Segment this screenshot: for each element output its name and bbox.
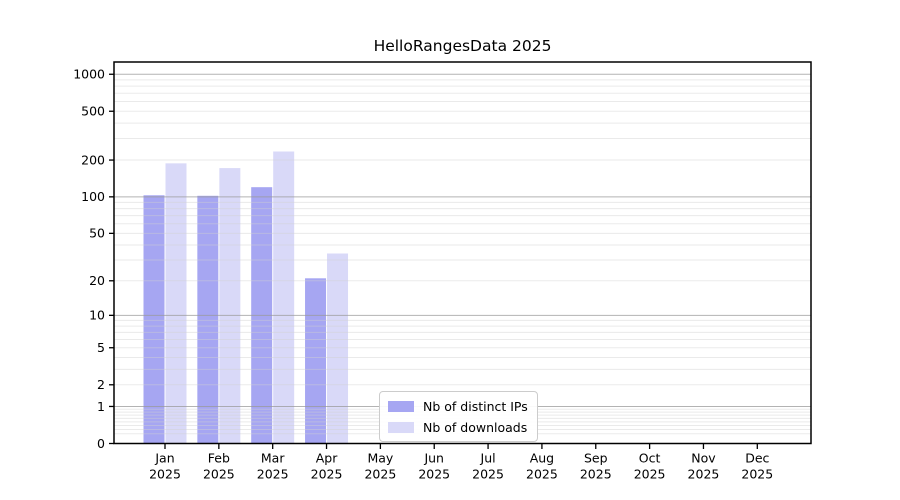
bar-downloads-feb (219, 168, 241, 444)
x-tick-label-year: 2025 (418, 467, 450, 482)
y-tick-label: 2 (97, 377, 105, 392)
x-tick-label-year: 2025 (149, 467, 181, 482)
bar-downloads-apr (327, 253, 349, 444)
x-tick-label-month: Mar (261, 451, 285, 466)
legend-label-distinct-ips: Nb of distinct IPs (423, 398, 528, 414)
y-tick-label: 1000 (73, 67, 105, 82)
legend-swatch-distinct-ips (388, 400, 414, 412)
x-tick-label-year: 2025 (472, 467, 504, 482)
y-tick-label: 50 (89, 226, 105, 241)
x-tick-label-month: Apr (316, 451, 338, 466)
x-tick-label-month: Aug (530, 451, 554, 466)
y-tick-label: 500 (81, 104, 105, 119)
y-tick-label: 10 (89, 308, 105, 323)
chart-title: HelloRangesData 2025 (373, 37, 552, 55)
x-tick-label-year: 2025 (688, 467, 720, 482)
x-tick-label-year: 2025 (634, 467, 666, 482)
x-tick-label-month: Dec (745, 451, 769, 466)
y-tick-label: 5 (97, 340, 105, 355)
bar-distinct-ips-jan (143, 195, 165, 444)
x-tick-label-year: 2025 (741, 467, 773, 482)
x-tick-label-month: Jan (154, 451, 174, 466)
legend-swatch-downloads (388, 421, 414, 433)
legend-item-downloads: Nb of downloads (388, 419, 528, 435)
y-tick-label: 1 (97, 399, 105, 414)
x-tick-label-year: 2025 (364, 467, 396, 482)
x-tick-label-month: Feb (208, 451, 230, 466)
legend-item-distinct-ips: Nb of distinct IPs (388, 398, 528, 414)
bar-distinct-ips-apr (305, 278, 327, 444)
bar-distinct-ips-feb (197, 195, 219, 444)
x-tick-label-month: Sep (584, 451, 608, 466)
x-tick-label-year: 2025 (203, 467, 235, 482)
legend: Nb of distinct IPs Nb of downloads (379, 391, 538, 442)
axes-frame (113, 61, 812, 445)
y-tick-label: 20 (89, 273, 105, 288)
y-tick-label: 100 (81, 189, 105, 204)
x-tick-label-year: 2025 (257, 467, 289, 482)
y-tick-label: 0 (97, 436, 105, 451)
x-tick-label-month: Oct (639, 451, 661, 466)
x-tick-label-month: Jun (423, 451, 444, 466)
x-tick-label-month: Jul (480, 451, 496, 466)
x-tick-label-year: 2025 (526, 467, 558, 482)
bar-downloads-mar (273, 151, 295, 444)
y-tick-label: 200 (81, 152, 105, 167)
legend-label-downloads: Nb of downloads (423, 419, 528, 435)
x-tick-label-year: 2025 (311, 467, 343, 482)
x-tick-label-year: 2025 (580, 467, 612, 482)
bar-downloads-jan (165, 163, 187, 444)
x-tick-label-month: Nov (691, 451, 716, 466)
x-tick-label-month: May (367, 451, 393, 466)
